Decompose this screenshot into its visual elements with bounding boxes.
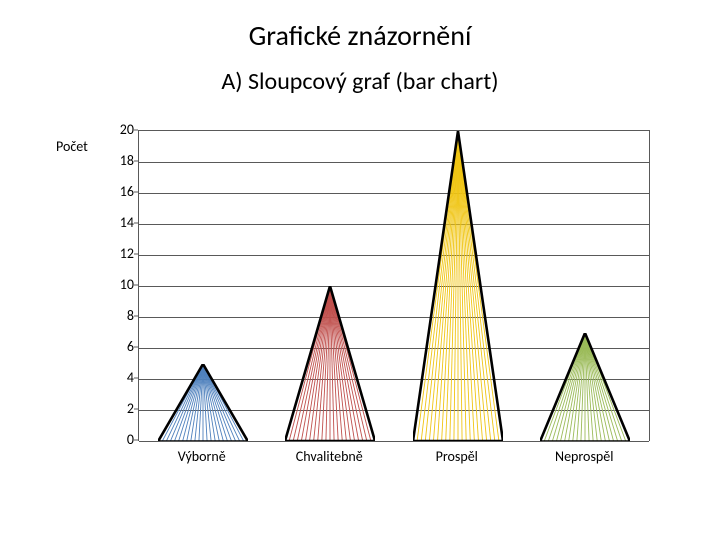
y-tick-label: 10 bbox=[110, 278, 134, 292]
y-tick-mark bbox=[134, 285, 138, 286]
x-tick-label: Výborně bbox=[178, 448, 226, 465]
y-tick-mark bbox=[134, 223, 138, 224]
gridline bbox=[139, 224, 649, 225]
y-tick-mark bbox=[134, 161, 138, 162]
y-tick-mark bbox=[134, 192, 138, 193]
y-tick-mark bbox=[134, 409, 138, 410]
y-tick-mark bbox=[134, 440, 138, 441]
y-tick-label: 12 bbox=[110, 247, 134, 261]
y-tick-mark bbox=[134, 254, 138, 255]
y-axis-label: Počet bbox=[56, 138, 88, 155]
y-tick-label: 8 bbox=[110, 309, 134, 323]
y-tick-label: 2 bbox=[110, 402, 134, 416]
y-tick-mark bbox=[134, 347, 138, 348]
y-tick-label: 20 bbox=[110, 123, 134, 137]
y-tick-label: 16 bbox=[110, 185, 134, 199]
bar-shape bbox=[540, 333, 630, 442]
x-axis-labels: Výborně Chvalitebně Prospěl Neprospěl bbox=[138, 448, 648, 472]
bar-shape bbox=[158, 364, 248, 442]
bar-shape bbox=[285, 286, 375, 441]
y-tick-mark bbox=[134, 378, 138, 379]
gridline bbox=[139, 255, 649, 256]
x-tick-label: Chvalitebně bbox=[296, 448, 363, 465]
gridline bbox=[139, 441, 649, 442]
plot-area bbox=[138, 130, 650, 441]
y-tick-mark bbox=[134, 130, 138, 131]
gridline bbox=[139, 317, 649, 318]
page: Grafické znázornění A) Sloupcový graf (b… bbox=[0, 0, 720, 540]
page-title: Grafické znázornění bbox=[0, 18, 720, 53]
y-tick-label: 14 bbox=[110, 216, 134, 230]
x-tick-label: Neprospěl bbox=[555, 448, 613, 465]
chart: Počet VýborněChvalitebněProspělNeprospěl… bbox=[60, 120, 660, 500]
bar-shape bbox=[413, 131, 503, 441]
y-tick-label: 0 bbox=[110, 433, 134, 447]
y-tick-label: 6 bbox=[110, 340, 134, 354]
page-subtitle: A) Sloupcový graf (bar chart) bbox=[0, 67, 720, 96]
y-tick-label: 4 bbox=[110, 371, 134, 385]
gridline bbox=[139, 286, 649, 287]
y-tick-mark bbox=[134, 316, 138, 317]
x-tick-label: Prospěl bbox=[436, 448, 478, 465]
gridline bbox=[139, 162, 649, 163]
gridline bbox=[139, 193, 649, 194]
y-tick-label: 18 bbox=[110, 154, 134, 168]
